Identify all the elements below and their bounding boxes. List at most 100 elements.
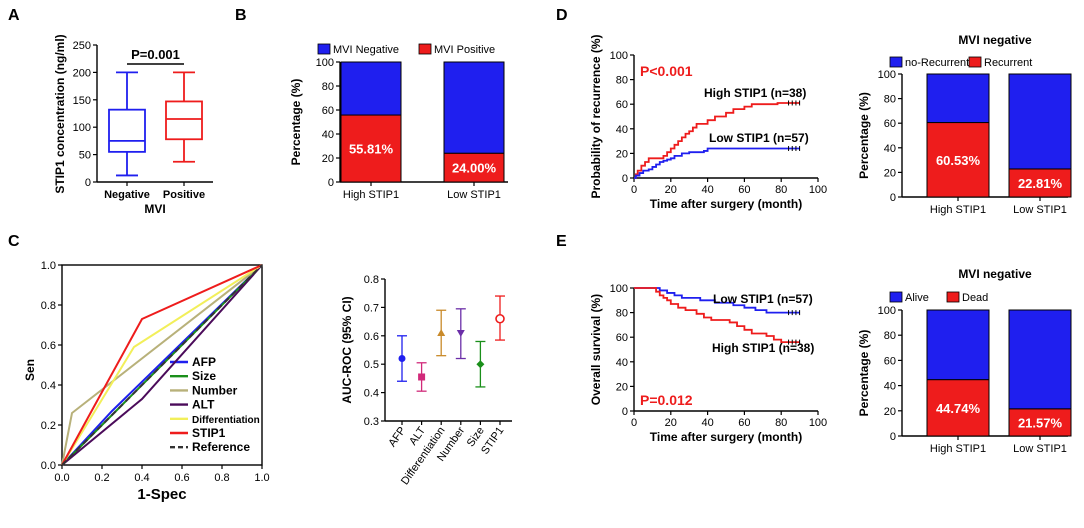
- roc-line-stip1: [61, 264, 263, 466]
- y-tick-label: 250: [73, 40, 91, 52]
- curve-label: Low STIP1 (n=57): [709, 131, 809, 145]
- bar-recurrent: [926, 122, 990, 198]
- legend-label: Dead: [962, 292, 988, 304]
- y-tick-label: 200: [73, 67, 91, 79]
- y-tick-label: 0.8: [41, 300, 56, 312]
- x-tick-label: Positive: [163, 189, 205, 201]
- curve-label: High STIP1 (n=38): [704, 86, 806, 100]
- x-tick-label: 0.8: [214, 472, 229, 484]
- panel-letter-c: C: [8, 233, 20, 250]
- y-tick-label: 100: [316, 57, 334, 69]
- legend-swatch: [889, 291, 903, 303]
- curve-label: Low STIP1 (n=57): [713, 292, 813, 306]
- x-tick-label: 20: [665, 184, 677, 196]
- panel-letter-d: D: [556, 7, 568, 24]
- y-axis-label: AUC-ROC (95% CI): [340, 296, 354, 403]
- km-curve: [634, 147, 800, 179]
- legend-label: ALT: [192, 398, 215, 412]
- y-tick-label: 0: [890, 431, 896, 443]
- x-tick-label: 0.4: [134, 472, 149, 484]
- bar-dead: [1008, 408, 1072, 437]
- x-axis-label: MVI: [144, 202, 165, 216]
- y-tick-label: 0: [622, 173, 628, 185]
- p-value-label: P=0.012: [640, 392, 693, 408]
- legend-swatch: [889, 56, 903, 68]
- marker-alt: [418, 373, 426, 381]
- bar-recurrent: [1008, 168, 1072, 198]
- y-tick-label: 40: [616, 357, 628, 369]
- bar-no-recurrent: [926, 73, 990, 124]
- legend-label: Size: [192, 369, 216, 383]
- x-tick-label: High STIP1: [930, 204, 986, 216]
- x-tick-label: 0: [631, 184, 637, 196]
- bar-value-label: 60.53%: [936, 153, 981, 168]
- bar-alive: [1008, 309, 1072, 410]
- bar-value-label: 22.81%: [1018, 176, 1063, 191]
- y-tick-label: 20: [616, 381, 628, 393]
- x-tick-label: AFP: [386, 425, 408, 449]
- y-tick-label: 0: [890, 192, 896, 204]
- bar-mvi-negative: [443, 61, 505, 154]
- marker-afp: [398, 355, 406, 363]
- roc-line-reference: [61, 264, 263, 466]
- x-tick-label: 100: [809, 417, 827, 429]
- curve-label: High STIP1 (n=38): [712, 341, 814, 355]
- y-axis-label: Sen: [23, 359, 37, 381]
- y-tick-label: 40: [884, 143, 896, 155]
- panel-letter-a: A: [8, 7, 20, 24]
- y-tick-label: 0.4: [364, 388, 379, 400]
- chart-title: MVI negative: [958, 33, 1032, 47]
- bar-mvi-positive: [340, 114, 402, 183]
- legend-swatch: [946, 291, 960, 303]
- x-tick-label: 40: [701, 184, 713, 196]
- roc-line-number: [61, 264, 263, 466]
- x-axis-label: Time after surgery (month): [650, 197, 802, 211]
- km-curve: [634, 287, 800, 344]
- y-axis-label: Probability of recurrence (%): [589, 34, 603, 198]
- roc-line-differentiation: [61, 264, 263, 466]
- bar-no-recurrent: [1008, 73, 1072, 170]
- x-tick-label: High STIP1: [930, 443, 986, 455]
- bar-mvi-positive: [443, 152, 505, 183]
- x-tick-label: High STIP1: [343, 189, 399, 201]
- marker-stip1: [495, 313, 505, 324]
- y-tick-label: 60: [616, 332, 628, 344]
- legend-label: Number: [192, 383, 238, 397]
- p-value-label: P<0.001: [640, 63, 693, 79]
- legend-label: Differentiation: [192, 415, 260, 426]
- legend-label: AFP: [192, 355, 216, 369]
- x-tick-label: Low STIP1: [1013, 443, 1067, 455]
- y-axis-label: Percentage (%): [857, 92, 871, 179]
- y-tick-label: 80: [884, 330, 896, 342]
- x-tick-label: Negative: [104, 189, 150, 201]
- p-value-label: P=0.001: [131, 47, 180, 62]
- marker-differentiation: [437, 328, 446, 336]
- y-tick-label: 20: [884, 406, 896, 418]
- y-tick-label: 0.7: [364, 302, 379, 314]
- x-tick-label: Low STIP1: [1013, 204, 1067, 216]
- y-tick-label: 40: [616, 124, 628, 136]
- x-tick-label: 80: [775, 184, 787, 196]
- marker-size: [476, 360, 485, 369]
- legend-swatch: [418, 43, 432, 55]
- bar-value-label: 55.81%: [349, 142, 394, 157]
- x-tick-label: 40: [701, 417, 713, 429]
- y-axis-label: STIP1 concentration (ng/ml): [53, 34, 67, 193]
- box-positive: [165, 100, 203, 141]
- x-axis-label: 1-Spec: [137, 486, 186, 503]
- bar-value-label: 44.74%: [936, 401, 981, 416]
- y-axis-label: Percentage (%): [857, 330, 871, 417]
- y-tick-label: 50: [79, 150, 91, 162]
- y-tick-label: 20: [884, 167, 896, 179]
- y-tick-label: 80: [322, 81, 334, 93]
- chart-title: MVI negative: [958, 267, 1032, 281]
- y-tick-label: 40: [884, 381, 896, 393]
- y-tick-label: 0.6: [364, 331, 379, 343]
- km-curve: [634, 102, 800, 179]
- y-tick-label: 0.0: [41, 460, 56, 472]
- y-tick-label: 0.3: [364, 416, 379, 428]
- legend-swatch: [968, 56, 982, 68]
- y-tick-label: 150: [73, 95, 91, 107]
- bar-mvi-negative: [340, 61, 402, 116]
- x-tick-label: 0.0: [54, 472, 69, 484]
